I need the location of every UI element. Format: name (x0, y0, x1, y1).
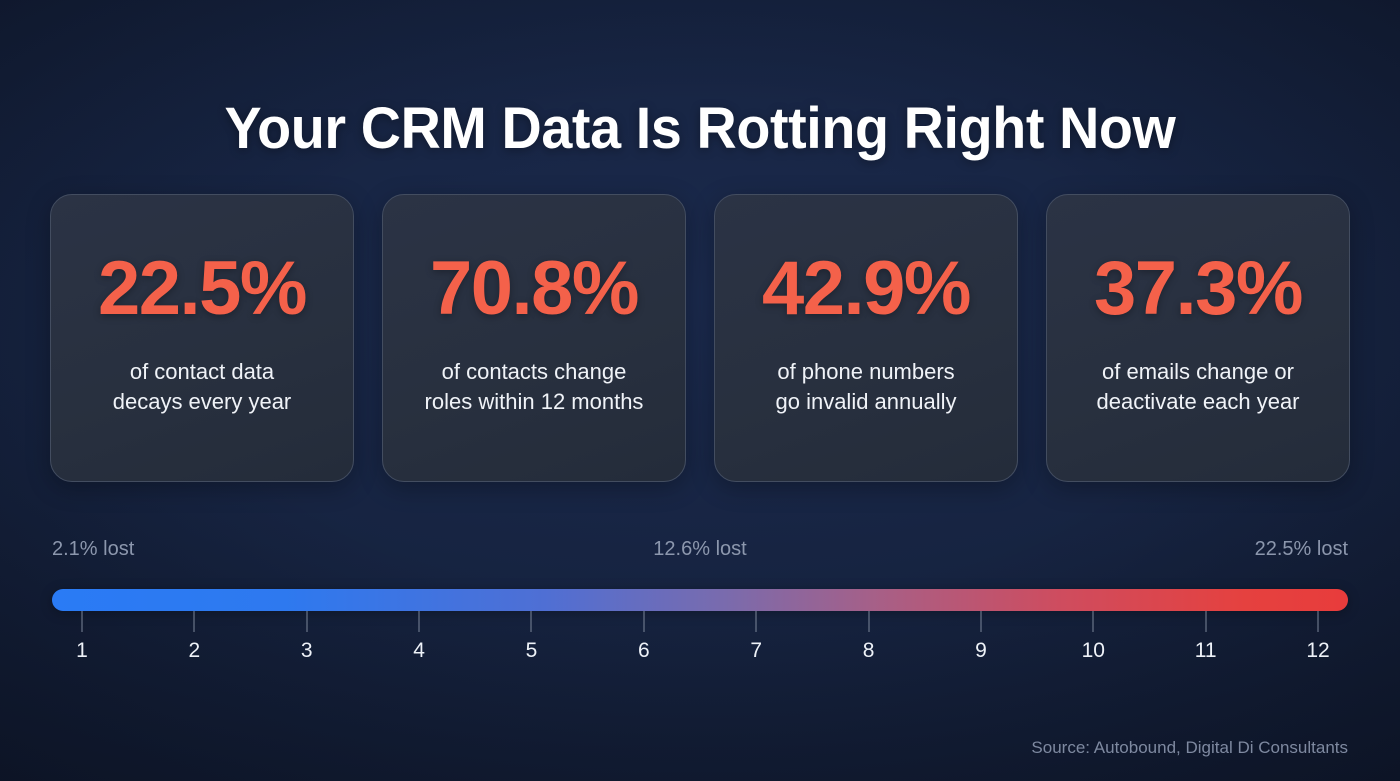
timeline-tick-label: 10 (1081, 639, 1105, 662)
stat-value: 37.3% (1094, 246, 1304, 331)
timeline-tick (643, 611, 645, 632)
stat-card: 22.5% of contact data decays every year (50, 194, 354, 482)
timeline-tick (81, 611, 83, 632)
stat-value: 70.8% (430, 246, 640, 331)
stat-card-row: 22.5% of contact data decays every year … (50, 194, 1350, 482)
stat-description: of contact data decays every year (112, 359, 292, 414)
timeline-tick-label: 1 (76, 639, 88, 662)
timeline-tick-label: 6 (637, 639, 650, 662)
stat-description: of contacts change roles within 12 month… (424, 359, 644, 414)
stat-card: 70.8% of contacts change roles within 12… (382, 194, 686, 482)
stat-card: 42.9% of phone numbers go invalid annual… (714, 194, 1018, 482)
timeline-tick (306, 611, 308, 632)
timeline-tick-label: 9 (975, 639, 987, 662)
timeline-tick-label: 4 (413, 639, 425, 662)
page-title: Your CRM Data Is Rotting Right Now (224, 95, 1176, 161)
timeline-tick (755, 611, 757, 632)
timeline-tick-label: 5 (525, 639, 538, 662)
timeline-tick (1092, 611, 1094, 632)
timeline-tick-label: 11 (1194, 639, 1217, 662)
timeline-tick (868, 611, 870, 632)
timeline-tick-label: 8 (862, 639, 875, 662)
source-attribution: Source: Autobound, Digital Di Consultant… (1031, 738, 1348, 757)
timeline-tick (1317, 611, 1319, 632)
timeline-tick-label: 7 (750, 639, 763, 662)
stat-description: of phone numbers go invalid annually (775, 359, 957, 414)
timeline-tick (1205, 611, 1207, 632)
timeline-tick-marks (52, 611, 1348, 633)
timeline-tick (530, 611, 532, 632)
timeline-tick-label: 2 (188, 639, 201, 662)
timeline-tick-label: 12 (1306, 639, 1330, 662)
stat-card: 37.3% of emails change or deactivate eac… (1046, 194, 1350, 482)
timeline-tick (418, 611, 420, 632)
gradient-decay-bar (52, 589, 1348, 611)
timeline-tick (193, 611, 195, 632)
timeline-tick-label: 3 (300, 639, 313, 662)
timeline-label-start: 2.1% lost (52, 538, 135, 560)
stat-value: 42.9% (762, 246, 972, 331)
timeline-label-end: 22.5% lost (1254, 538, 1348, 560)
timeline-label-mid: 12.6% lost (653, 538, 747, 560)
timeline-tick-labels: 1 2 3 4 5 6 7 8 9 10 11 12 (52, 638, 1348, 668)
timeline-loss-labels: 2.1% lost 12.6% lost 22.5% lost (52, 536, 1348, 566)
stat-value: 22.5% (98, 246, 308, 331)
stat-description: of emails change or deactivate each year (1096, 359, 1300, 414)
timeline-tick (980, 611, 982, 632)
